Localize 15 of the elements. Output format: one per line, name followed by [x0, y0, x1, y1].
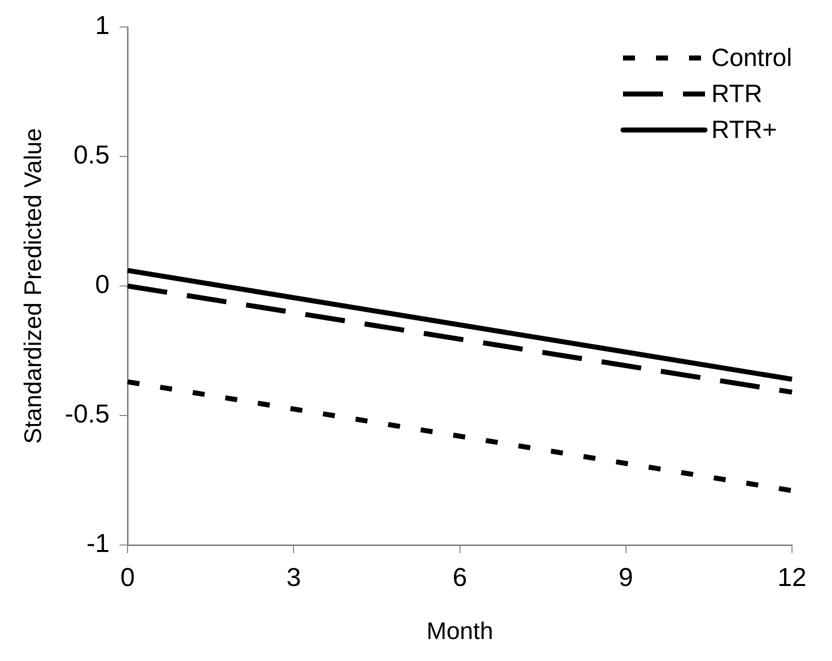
- x-axis-title: Month: [426, 618, 494, 646]
- y-tick-label: 1: [95, 10, 110, 40]
- x-tick-label: 12: [778, 562, 806, 592]
- y-tick-label: -0.5: [64, 398, 110, 429]
- x-tick-label: 6: [452, 562, 468, 592]
- y-axis-title: Standardized Predicted Value: [20, 128, 48, 444]
- y-tick-label: -1: [86, 528, 110, 558]
- legend-label: RTR: [711, 79, 762, 110]
- x-tick-label: 9: [618, 562, 634, 592]
- y-tick-label: 0: [95, 269, 110, 300]
- x-tick-label: 3: [286, 562, 301, 592]
- legend-label: Control: [711, 43, 792, 74]
- y-tick-label: 0.5: [73, 140, 110, 170]
- legend-label: RTR+: [711, 115, 777, 146]
- x-tick-label: 0: [120, 562, 135, 592]
